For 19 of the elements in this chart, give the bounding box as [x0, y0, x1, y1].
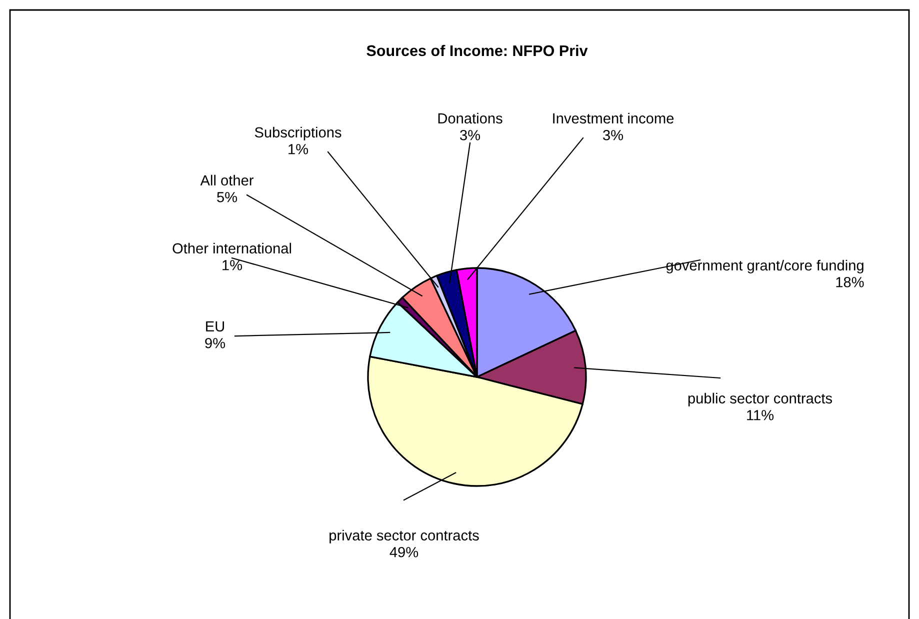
- data-label: 11%: [747, 410, 774, 420]
- data-label: 5%: [217, 192, 238, 202]
- slice-label: All other: [200, 174, 254, 186]
- data-label: 49%: [390, 546, 418, 558]
- chart-title: Sources of Income: NFPO Priv: [366, 44, 588, 56]
- slice-label: EU: [206, 321, 224, 332]
- data-label: 9%: [205, 338, 226, 348]
- slice-label: public sector contracts: [688, 392, 832, 406]
- data-label: 18%: [836, 276, 864, 288]
- data-label: 1%: [222, 260, 242, 270]
- slice-label: government grant/core funding: [666, 260, 864, 274]
- slice-label: Other international: [172, 242, 292, 254]
- data-label: 1%: [288, 144, 308, 154]
- slice-label: Donations: [438, 112, 502, 124]
- slice-label: Investment income: [553, 112, 674, 124]
- slice-label: Subscriptions: [254, 126, 342, 140]
- data-label: 3%: [603, 130, 624, 140]
- slice-label: private sector contracts: [330, 530, 479, 544]
- data-label: 3%: [460, 130, 480, 140]
